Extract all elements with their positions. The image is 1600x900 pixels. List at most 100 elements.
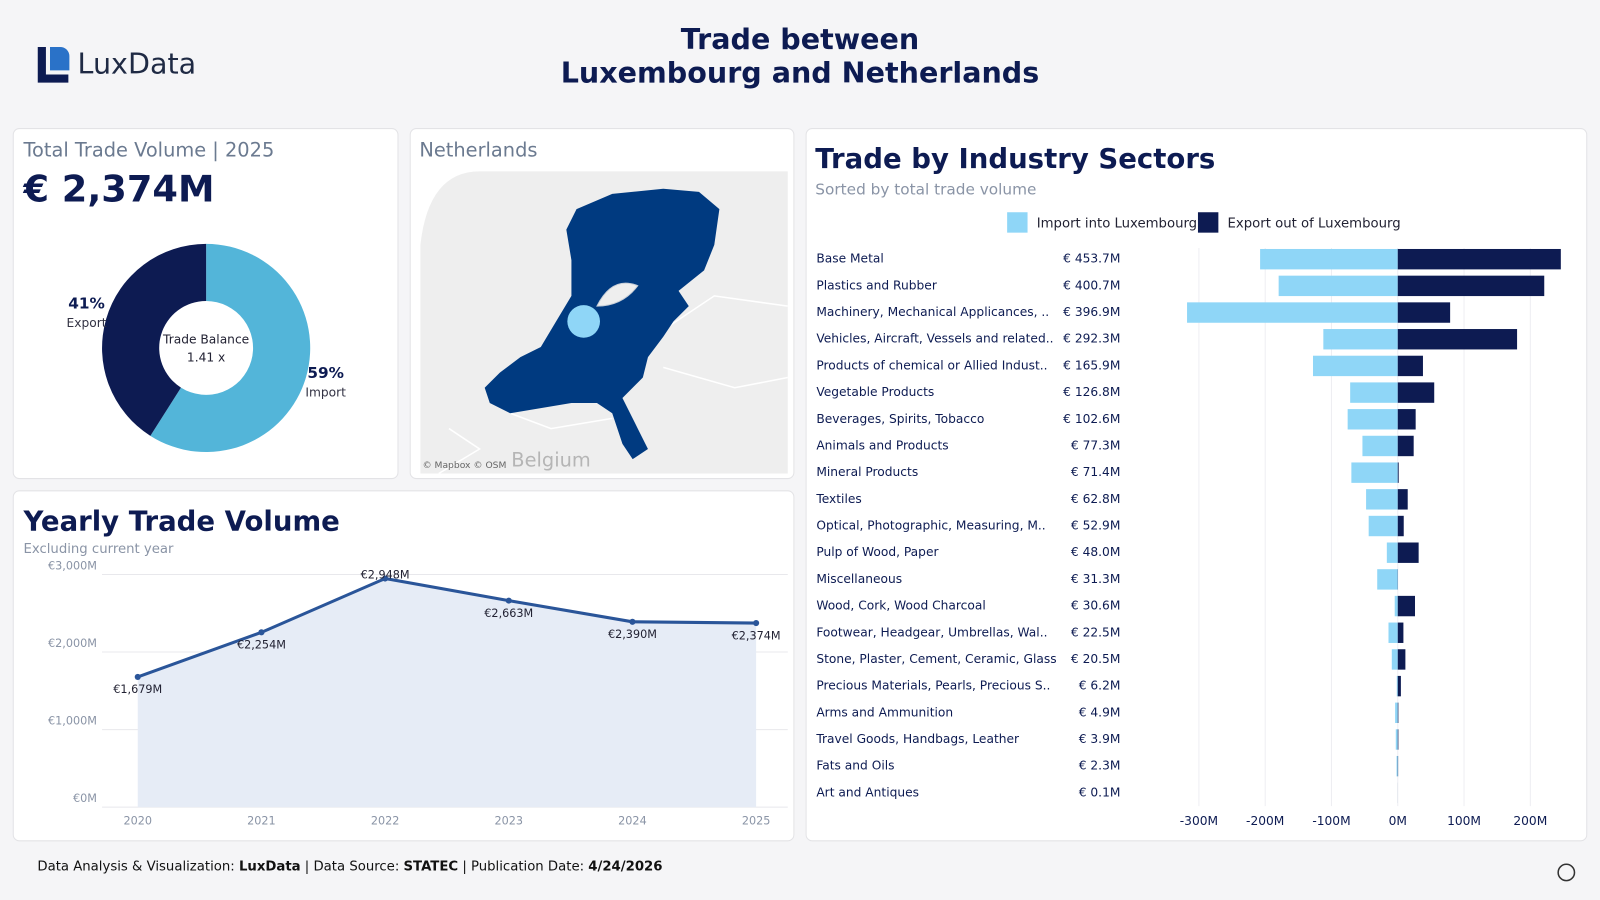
x-tick-label: 2022: [371, 814, 400, 827]
footer-text: LuxData: [239, 859, 301, 874]
footer-text: | Data Source:: [301, 859, 404, 874]
category-label: Animals and Products: [816, 438, 948, 452]
bar: [1397, 275, 1545, 297]
bar: [1397, 489, 1408, 510]
total-label: € 453.7M: [1063, 252, 1120, 266]
line: [137, 576, 757, 679]
bar: [1395, 702, 1398, 724]
bar: [1368, 515, 1398, 537]
bar: [1351, 462, 1398, 483]
value-label: €2,254M: [237, 639, 286, 652]
value-label: €2,374M: [732, 629, 781, 642]
netherlands-shape: [484, 188, 720, 460]
category-label: Machinery, Mechanical Applicances, ..: [816, 305, 1049, 319]
total-label: € 3.9M: [1079, 732, 1121, 746]
category-label: Products of chemical or Allied Indust..: [816, 358, 1047, 372]
logo-icon: [37, 46, 69, 83]
x-tick-label: 2025: [742, 814, 771, 827]
category-label: Art and Antiques: [816, 785, 919, 799]
bar: [1397, 702, 1399, 724]
chart-subtitle: Excluding current year: [23, 542, 174, 557]
bar: [1397, 355, 1423, 377]
x-tick-label: 2023: [494, 814, 523, 827]
value-label: €2,948M: [361, 568, 410, 581]
map-title: Netherlands: [419, 139, 537, 162]
bar: [1397, 248, 1561, 270]
point: [505, 597, 512, 604]
chart-subtitle: Sorted by total trade volume: [815, 180, 1036, 198]
total-label: € 126.8M: [1063, 385, 1120, 399]
bar: [1396, 755, 1398, 777]
total-label: € 77.3M: [1071, 438, 1120, 452]
bar: [1397, 595, 1416, 617]
category-label: Mineral Products: [816, 465, 918, 479]
legend-label: Export out of Luxembourg: [1228, 216, 1401, 231]
bar: [1397, 729, 1399, 750]
bar: [1397, 462, 1399, 483]
location-marker: [567, 305, 600, 338]
category-label: Optical, Photographic, Measuring, M..: [816, 519, 1045, 533]
category-label: Vegetable Products: [816, 385, 934, 399]
map-border: [438, 295, 788, 475]
center-value: 1.41 x: [187, 351, 225, 365]
map: Belgium © Mapbox © OSM: [420, 171, 788, 475]
bar: [1394, 595, 1398, 617]
footer: Data Analysis & Visualization: LuxData |…: [16, 859, 675, 874]
footer-text: | Publication Date:: [458, 859, 588, 874]
point: [134, 673, 141, 680]
bar: [1260, 248, 1398, 270]
x-tick-label: -200M: [1246, 814, 1284, 828]
map-label: Belgium: [511, 449, 590, 472]
total-label: € 62.8M: [1071, 492, 1120, 506]
bar: [1397, 329, 1518, 350]
total-label: € 20.5M: [1071, 652, 1120, 666]
category-label: Fats and Oils: [816, 759, 894, 773]
legend-label: Import into Luxembourg: [1037, 216, 1197, 231]
bar: [1397, 622, 1404, 643]
bar: [1388, 622, 1398, 643]
center-label: Trade Balance: [162, 332, 249, 346]
bar: [1397, 435, 1414, 457]
bar: [1396, 675, 1398, 697]
kpi-label: Total Trade Volume | 2025: [22, 139, 274, 162]
pie-category-label: Export: [67, 316, 107, 330]
bar: [1397, 675, 1401, 697]
y-tick-label: €0M: [73, 792, 97, 805]
bar: [1278, 275, 1398, 297]
category-label: Miscellaneous: [816, 572, 902, 586]
pie-slice: [150, 243, 311, 453]
logo-icon: [50, 46, 70, 71]
corner-icon: [1557, 863, 1576, 882]
x-tick-label: 2021: [247, 814, 276, 827]
category-label: Arms and Ammunition: [816, 705, 953, 719]
y-tick-label: €2,000M: [48, 637, 97, 650]
chart-title: Yearly Trade Volume: [22, 505, 339, 537]
category-label: Textiles: [815, 492, 861, 506]
total-label: € 396.9M: [1063, 305, 1120, 319]
x-tick-label: 2024: [618, 814, 647, 827]
total-label: € 292.3M: [1063, 332, 1120, 346]
logo: LuxData: [37, 46, 196, 83]
footer-text: STATEC: [404, 859, 459, 874]
footer-text: 4/24/2026: [588, 859, 662, 874]
bar: [1377, 569, 1398, 590]
category-label: Precious Materials, Pearls, Precious S..: [816, 679, 1050, 693]
pie-value-label: 59%: [307, 364, 344, 382]
footer-text: Data Analysis & Visualization:: [37, 859, 239, 874]
pie-category-label: Import: [305, 385, 346, 399]
total-label: € 6.2M: [1079, 679, 1121, 693]
category-label: Pulp of Wood, Paper: [816, 545, 939, 559]
bar: [1397, 409, 1416, 430]
category-label: Wood, Cork, Wood Charcoal: [816, 599, 985, 613]
total-label: € 30.6M: [1071, 599, 1120, 613]
title: Luxembourg and Netherlands: [561, 55, 1040, 89]
bar: [1397, 302, 1451, 323]
total-label: € 31.3M: [1071, 572, 1120, 586]
x-tick-label: 2020: [123, 814, 152, 827]
x-tick-label: -300M: [1180, 814, 1218, 828]
pie-slice: [102, 243, 207, 436]
map-attribution: © Mapbox © OSM: [422, 460, 506, 471]
bar: [1350, 382, 1398, 403]
total-label: € 165.9M: [1063, 358, 1120, 372]
